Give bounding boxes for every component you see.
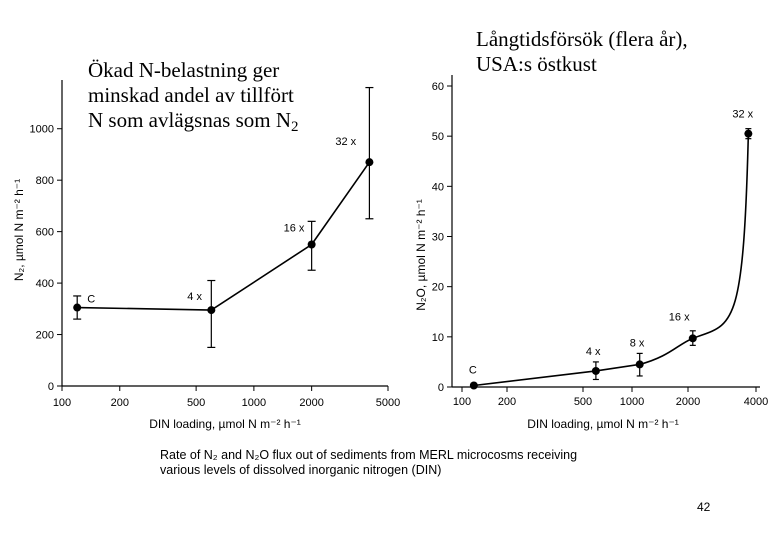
n2-data-point [73, 303, 82, 312]
n2o-point-label: 4 x [586, 346, 601, 358]
n2o-data-point [744, 129, 753, 138]
n2-x-tick-label: 100 [53, 397, 71, 409]
n2-x-tick-label: 2000 [299, 397, 323, 409]
n2-x-tick-label: 200 [111, 397, 129, 409]
n2o-point-label: 8 x [630, 337, 645, 349]
n2o-y-tick-label: 20 [432, 282, 444, 294]
n2-point-label: 4 x [187, 291, 202, 303]
n2-x-tick-label: 500 [187, 397, 205, 409]
n2o-data-point [635, 360, 644, 369]
n2-point-label: 16 x [284, 223, 305, 235]
n2o-point-label: C [469, 364, 477, 376]
n2o-x-tick-label: 500 [574, 396, 592, 408]
n2-x-tick-label: 1000 [242, 397, 266, 409]
n2-x-axis-label: DIN loading, µmol N m⁻² h⁻¹ [149, 417, 301, 431]
right-annotation-line-1: Långtidsförsök (flera år), [476, 27, 688, 51]
left-annotation-text: Ökad N-belastning ger minskad andel av t… [88, 58, 294, 132]
n2-y-tick-label: 200 [36, 330, 54, 342]
n2o-y-tick-label: 0 [438, 382, 444, 394]
right-annotation-line-2: USA:s östkust [476, 52, 597, 76]
n2-flux-chart: DIN loading, µmol N m⁻² h⁻¹ N₂, µmol N m… [12, 80, 400, 431]
n2-point-label: 32 x [335, 136, 356, 148]
n2o-series-curve [473, 133, 750, 387]
n2-point-label: C [87, 294, 95, 306]
n2o-x-tick-label: 100 [453, 396, 471, 408]
slide-number: 42 [697, 500, 711, 514]
n2-x-tick-label: 5000 [376, 397, 400, 409]
n2o-y-tick-label: 60 [432, 81, 444, 93]
n2o-data-point [469, 381, 478, 390]
n2o-x-tick-label: 1000 [620, 396, 644, 408]
n2-data-point [307, 240, 316, 249]
n2-y-tick-label: 400 [36, 278, 54, 290]
left-annotation-subscript: 2 [291, 119, 299, 135]
n2o-x-tick-label: 2000 [676, 396, 700, 408]
n2o-y-axis-label: N₂O, µmol N m⁻² h⁻¹ [414, 199, 428, 311]
n2o-x-tick-label: 200 [498, 396, 516, 408]
n2o-x-tick-label: 4000 [744, 396, 768, 408]
n2o-y-tick-label: 10 [432, 332, 444, 344]
n2-y-tick-label: 600 [36, 227, 54, 239]
n2-data-point [365, 158, 374, 167]
figure-caption-line-1: Rate of N₂ and N₂O flux out of sediments… [160, 448, 577, 462]
n2-series-line [77, 161, 371, 311]
n2o-flux-chart: DIN loading, µmol N m⁻² h⁻¹ N₂O, µmol N … [414, 75, 768, 431]
n2-y-tick-label: 800 [36, 175, 54, 187]
figure-caption-line-2: various levels of dissolved inorganic ni… [160, 463, 441, 477]
n2-y-tick-label: 0 [48, 381, 54, 393]
n2o-data-point [688, 334, 697, 343]
n2-data-point [207, 306, 216, 315]
left-annotation: Ökad N-belastning ger minskad andel av t… [88, 58, 303, 140]
n2o-point-label: 16 x [669, 311, 690, 323]
right-annotation: Långtidsförsök (flera år), USA:s östkust [476, 27, 736, 77]
n2o-point-label: 32 x [732, 109, 753, 121]
n2-y-axis-label: N₂, µmol N m⁻² h⁻¹ [12, 179, 26, 281]
n2o-data-point [591, 366, 600, 375]
n2-y-tick-label: 1000 [30, 124, 54, 136]
n2o-y-tick-label: 30 [432, 232, 444, 244]
n2o-y-tick-label: 50 [432, 131, 444, 143]
n2o-y-tick-label: 40 [432, 181, 444, 193]
n2o-x-axis-label: DIN loading, µmol N m⁻² h⁻¹ [527, 417, 679, 431]
